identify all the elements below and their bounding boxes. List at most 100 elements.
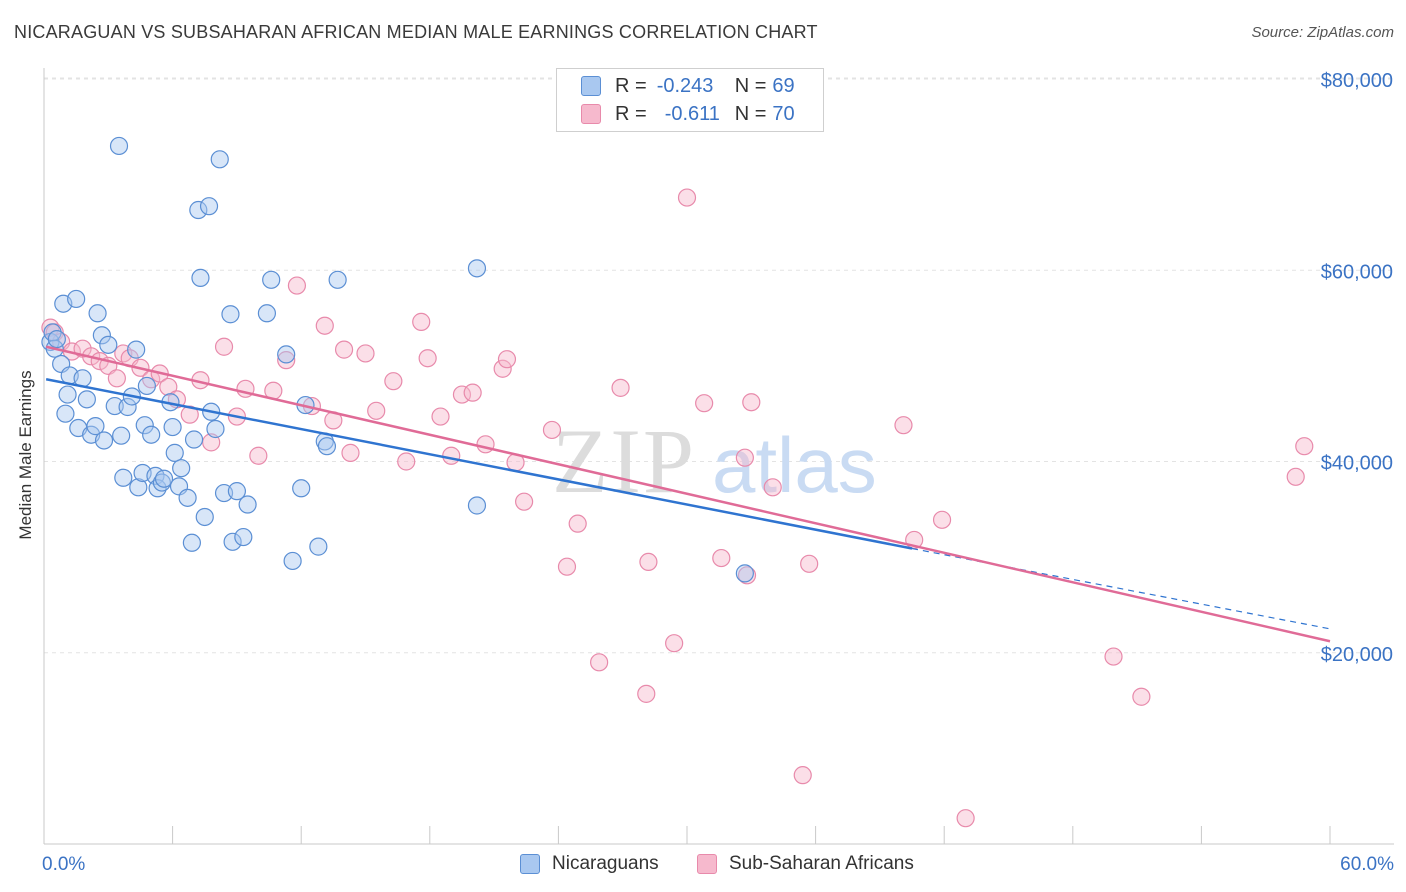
subsaharan-point xyxy=(341,443,360,462)
subsaharan-point xyxy=(763,478,782,497)
subsaharan-point xyxy=(249,446,268,465)
source-credit: Source: ZipAtlas.com xyxy=(1251,24,1394,41)
nicaraguan-point xyxy=(112,426,131,445)
subsaharan-point xyxy=(568,514,587,533)
subsaharan-point xyxy=(493,359,512,378)
trend-lines xyxy=(45,345,1331,643)
nicaraguan-point xyxy=(92,326,111,345)
nicaraguan-point xyxy=(165,443,184,462)
nicaraguan-point xyxy=(129,478,148,497)
nicaraguan-point xyxy=(58,385,77,404)
legend-r-value-subsaharan: -0.611 xyxy=(664,102,720,125)
subsaharan-point xyxy=(159,377,178,397)
nicaraguan-point xyxy=(195,507,214,527)
subsaharan-trend-line xyxy=(45,345,1331,643)
subsaharan-points xyxy=(41,188,1314,828)
subsaharan-point xyxy=(793,766,812,785)
subsaharan-point xyxy=(214,337,234,356)
legend-r-label: R = xyxy=(615,74,647,97)
subsaharan-point xyxy=(800,554,819,573)
subsaharan-point xyxy=(1295,437,1314,456)
subsaharan-point xyxy=(367,401,386,420)
subsaharan-point xyxy=(695,394,714,413)
nicaraguan-point xyxy=(67,289,86,309)
nicaraguan-point xyxy=(238,495,257,514)
nicaraguan-point xyxy=(178,488,197,507)
subsaharan-point xyxy=(356,344,375,363)
nicaraguan-point xyxy=(309,537,328,556)
nicaraguan-point xyxy=(182,533,201,552)
subsaharan-point xyxy=(742,393,761,412)
bottom-legend-swatch-pink xyxy=(697,854,717,874)
nicaraguan-point xyxy=(467,496,487,515)
watermark: ZIP atlas xyxy=(552,410,877,512)
legend-r-value-nicaraguans: -0.243 xyxy=(656,74,714,97)
legend-n-value-subsaharan: 70 xyxy=(772,102,795,125)
nicaraguan-point xyxy=(105,396,124,416)
subsaharan-point xyxy=(334,340,354,359)
subsaharan-point xyxy=(611,378,630,397)
watermark-zip: ZIP xyxy=(552,410,696,512)
subsaharan-point xyxy=(315,316,334,335)
nicaraguan-point xyxy=(109,136,129,156)
nicaraguan-point xyxy=(94,431,114,450)
nicaraguan-point xyxy=(99,335,118,354)
subsaharan-point xyxy=(442,446,461,465)
x-tick-label-max: 60.0% xyxy=(1340,854,1394,875)
y-tick-label: $20,000 xyxy=(1321,644,1393,666)
nicaraguan-point xyxy=(47,330,66,349)
nicaraguan-point xyxy=(114,468,133,487)
subsaharan-point xyxy=(1286,467,1305,486)
watermark-atlas: atlas xyxy=(712,421,877,509)
subsaharan-point xyxy=(956,809,975,828)
subsaharan-point xyxy=(412,312,431,331)
subsaharan-point xyxy=(397,452,416,471)
nicaraguan-point xyxy=(317,437,337,456)
subsaharan-point xyxy=(497,350,517,369)
y-tick-label: $60,000 xyxy=(1321,261,1393,283)
nicaraguan-point xyxy=(135,416,154,435)
nicaraguan-point xyxy=(127,340,146,359)
nicaraguan-point xyxy=(234,527,253,547)
nicaraguan-point xyxy=(88,304,107,323)
subsaharan-point xyxy=(557,557,577,576)
legend-swatch-blue xyxy=(581,76,601,96)
nicaraguan-point xyxy=(86,417,105,436)
legend-n-label: N = xyxy=(734,102,767,125)
nicaraguan-trend-line xyxy=(45,378,913,550)
subsaharan-point xyxy=(418,349,437,368)
subsaharan-point xyxy=(476,435,495,454)
bottom-legend-label-nicaraguans: Nicaraguans xyxy=(552,853,659,874)
subsaharan-point xyxy=(384,372,403,391)
nicaraguan-point xyxy=(328,270,347,289)
legend-swatch-pink xyxy=(581,104,601,124)
nicaraguan-point xyxy=(467,259,487,278)
tick-labels: $20,000 $40,000 $60,000 $80,000 0.0% 60.0% xyxy=(42,70,1394,875)
correlation-legend: R = -0.243 N = 69 R = -0.611 N = 70 xyxy=(556,68,824,132)
bottom-legend-nicaraguans: Nicaraguans xyxy=(520,851,659,877)
nicaraguan-point xyxy=(223,532,242,551)
nicaraguan-point xyxy=(191,268,210,287)
subsaharan-point xyxy=(431,407,450,426)
legend-row-nicaraguans: R = -0.243 N = 69 xyxy=(581,73,795,99)
y-tick-label: $40,000 xyxy=(1321,453,1393,475)
subsaharan-point xyxy=(932,510,952,529)
nicaraguan-point xyxy=(283,551,302,571)
nicaraguan-point xyxy=(735,564,754,583)
nicaraguan-point xyxy=(189,200,208,220)
subsaharan-point xyxy=(202,433,221,452)
subsaharan-point xyxy=(515,492,534,511)
subsaharan-point xyxy=(735,448,754,467)
nicaraguan-point xyxy=(172,459,191,478)
subsaharan-point xyxy=(590,653,609,672)
nicaraguan-point xyxy=(118,397,137,417)
subsaharan-point xyxy=(712,548,731,568)
subsaharan-point xyxy=(463,383,482,402)
x-tick-label-min: 0.0% xyxy=(42,854,85,875)
nicaraguan-point xyxy=(206,419,225,439)
nicaraguan-point xyxy=(77,390,96,409)
nicaraguan-point xyxy=(142,425,161,444)
nicaraguan-point xyxy=(163,417,182,437)
subsaharan-point xyxy=(287,276,307,295)
